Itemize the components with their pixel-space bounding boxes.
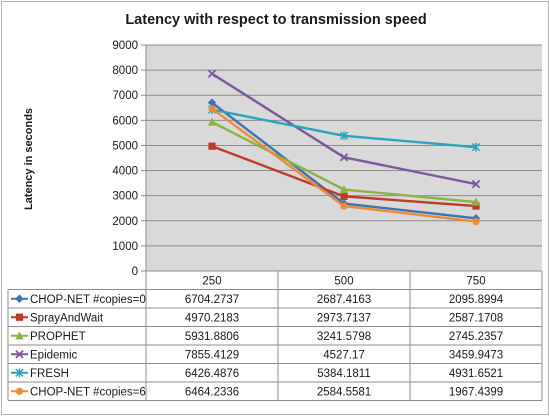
table-value: 6426.4876 (185, 368, 239, 380)
data-point-2 (340, 192, 348, 200)
table-value: 3459.9473 (449, 349, 503, 361)
y-tick-label: 1000 (112, 241, 138, 253)
table-value: 5384.1811 (317, 368, 371, 380)
table-value: 6704.2737 (185, 294, 239, 306)
legend-key-marker (15, 313, 24, 321)
data-point-5 (471, 142, 481, 152)
data-point-2 (208, 142, 216, 150)
data-point-3 (339, 185, 349, 194)
y-tick-label: 7000 (112, 90, 138, 102)
y-tick-label: 5000 (112, 140, 138, 152)
table-value: 2095.8994 (449, 294, 504, 306)
y-tick-label: 3000 (112, 191, 138, 203)
x-tick-label: 750 (466, 276, 485, 288)
data-point-5 (339, 131, 349, 141)
legend-key-marker (15, 387, 24, 395)
legend-key-marker (15, 331, 24, 340)
table-value: 2973.7137 (317, 312, 371, 324)
table-value: 2584.5581 (317, 386, 371, 398)
legend-key-marker (15, 368, 24, 378)
table-value: 6464.2336 (185, 386, 239, 398)
legend-key-marker (15, 350, 24, 359)
x-tick-label: 500 (334, 276, 353, 288)
data-point-3 (471, 197, 481, 206)
table-value: 2745.2357 (449, 331, 503, 343)
legend-series-name: Epidemic (30, 349, 78, 361)
y-tick-label: 0 (132, 266, 138, 278)
legend-series-name: PROPHET (30, 331, 86, 343)
table-value: 3241.5798 (317, 331, 371, 343)
legend-key-marker (15, 294, 24, 303)
table-value: 1967.4399 (449, 386, 503, 398)
y-tick-label: 9000 (112, 40, 138, 52)
data-point-6 (340, 202, 348, 210)
data-point-1 (207, 98, 217, 107)
data-point-3 (207, 117, 217, 126)
table-value: 4970.2183 (185, 312, 239, 324)
legend-series-name: CHOP-NET #copies=0 (30, 294, 146, 306)
y-tick-label: 6000 (112, 115, 138, 127)
data-point-4 (207, 69, 217, 78)
legend-series-name: CHOP-NET #copies=6 (30, 386, 146, 398)
y-tick-label: 4000 (112, 166, 138, 178)
data-point-4 (339, 153, 349, 162)
data-point-6 (208, 105, 216, 113)
y-tick-label: 8000 (112, 65, 138, 77)
x-tick-label: 250 (202, 276, 221, 288)
data-point-2 (472, 202, 480, 210)
y-tick-label: 2000 (112, 216, 138, 228)
table-value: 7855.4129 (185, 349, 239, 361)
table-value: 4527.17 (323, 349, 365, 361)
data-point-6 (472, 217, 480, 226)
data-point-4 (471, 179, 481, 189)
table-value: 2587.1708 (449, 312, 503, 324)
table-value: 5931.8806 (185, 331, 239, 343)
table-value: 2687.4163 (317, 294, 371, 306)
legend-series-name: SprayAndWait (30, 312, 104, 324)
legend-series-name: FRESH (30, 368, 69, 380)
table-value: 4931.6521 (449, 368, 503, 380)
chart-title: Latency with respect to transmission spe… (125, 12, 427, 28)
